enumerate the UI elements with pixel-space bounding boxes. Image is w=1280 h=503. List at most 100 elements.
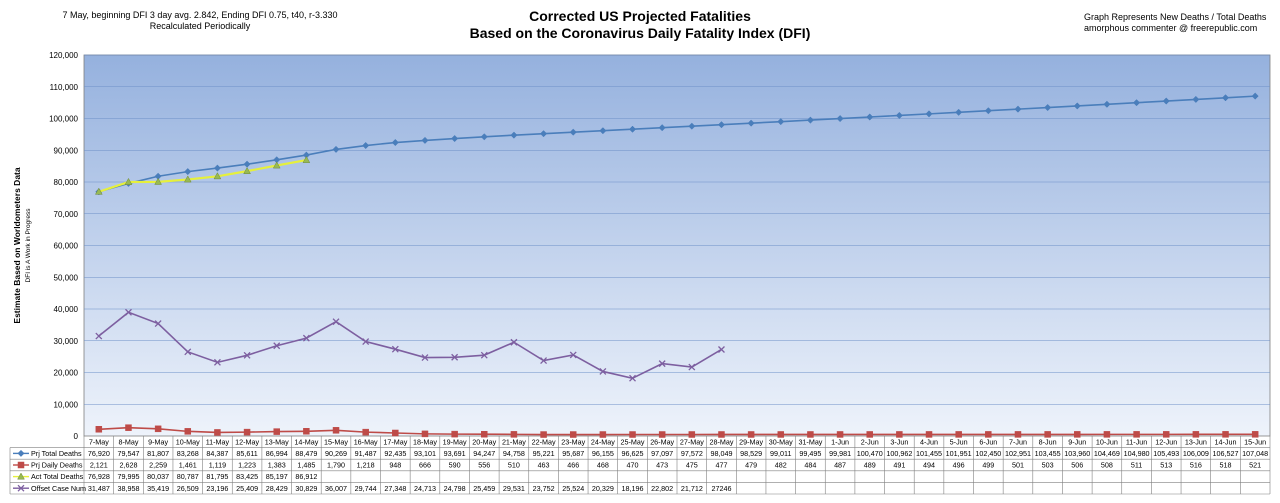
x-tick-label: 19-May bbox=[443, 438, 467, 447]
data-point-prj-daily-deaths bbox=[421, 430, 429, 438]
data-label-offset-case-num: 21,712 bbox=[681, 484, 703, 493]
data-point-prj-total-deaths bbox=[836, 115, 844, 123]
data-point-act-total-deaths bbox=[154, 177, 162, 185]
methodology-note-line1: 7 May, beginning DFI 3 day avg. 2.842, E… bbox=[62, 10, 338, 20]
data-point-prj-daily-deaths bbox=[1103, 431, 1111, 438]
data-point-offset-case-num bbox=[629, 374, 636, 382]
data-label-prj-total-deaths: 103,455 bbox=[1035, 449, 1061, 458]
data-label-prj-daily-deaths: 1,485 bbox=[297, 461, 315, 470]
data-point-prj-total-deaths bbox=[806, 116, 814, 124]
data-point-prj-total-deaths bbox=[1192, 95, 1200, 103]
data-label-offset-case-num: 24,713 bbox=[414, 484, 436, 493]
data-point-prj-daily-deaths bbox=[125, 424, 132, 431]
y-tick-label: 100,000 bbox=[49, 115, 78, 124]
data-point-prj-daily-deaths bbox=[1251, 431, 1259, 438]
data-label-offset-case-num: 26,509 bbox=[177, 484, 199, 493]
x-tick-label: 26-May bbox=[650, 438, 674, 447]
data-label-prj-daily-deaths: 1,223 bbox=[238, 461, 256, 470]
data-point-prj-total-deaths bbox=[569, 128, 577, 136]
data-label-prj-total-deaths: 93,101 bbox=[414, 449, 436, 458]
y-tick-label: 80,000 bbox=[54, 178, 79, 187]
methodology-note-line2: Recalculated Periodically bbox=[149, 21, 251, 31]
legend-entry-prj-daily-deaths: Prj Daily Deaths bbox=[31, 461, 83, 470]
data-label-prj-total-deaths: 99,981 bbox=[829, 449, 851, 458]
x-tick-label: 7-Jun bbox=[1009, 438, 1027, 447]
data-label-prj-daily-deaths: 948 bbox=[389, 461, 401, 470]
data-label-offset-case-num: 28,429 bbox=[266, 484, 288, 493]
data-point-prj-total-deaths bbox=[747, 119, 755, 127]
data-label-prj-total-deaths: 104,980 bbox=[1124, 449, 1150, 458]
x-tick-label: 11-May bbox=[206, 438, 230, 447]
data-label-act-total-deaths: 80,787 bbox=[177, 472, 199, 481]
data-point-offset-case-num bbox=[688, 363, 696, 371]
data-label-prj-daily-deaths: 2,628 bbox=[119, 461, 137, 470]
data-label-prj-total-deaths: 90,269 bbox=[325, 449, 347, 458]
data-point-offset-case-num bbox=[273, 342, 281, 350]
data-label-prj-total-deaths: 100,470 bbox=[857, 449, 883, 458]
data-label-prj-total-deaths: 95,687 bbox=[562, 449, 584, 458]
x-tick-label: 22-May bbox=[532, 438, 556, 447]
data-point-prj-daily-deaths bbox=[332, 427, 340, 434]
data-label-prj-total-deaths: 98,049 bbox=[710, 449, 732, 458]
data-label-prj-total-deaths: 81,807 bbox=[147, 449, 169, 458]
y-tick-label: 60,000 bbox=[54, 242, 79, 251]
x-tick-label: 27-May bbox=[680, 438, 704, 447]
data-label-prj-total-deaths: 83,268 bbox=[177, 449, 199, 458]
data-label-prj-total-deaths: 96,625 bbox=[622, 449, 644, 458]
data-label-act-total-deaths: 85,197 bbox=[266, 472, 288, 481]
data-point-offset-case-num bbox=[599, 367, 607, 375]
data-point-prj-daily-deaths bbox=[955, 431, 962, 438]
data-label-prj-daily-deaths: 491 bbox=[893, 461, 905, 470]
y-tick-label: 110,000 bbox=[50, 83, 79, 92]
x-tick-label: 29-May bbox=[739, 438, 763, 447]
data-point-prj-daily-deaths bbox=[154, 425, 162, 433]
data-label-offset-case-num: 25,409 bbox=[236, 484, 258, 493]
data-label-offset-case-num: 27,348 bbox=[384, 484, 406, 493]
data-point-offset-case-num bbox=[451, 353, 459, 361]
x-tick-label: 13-May bbox=[265, 438, 289, 447]
data-label-prj-total-deaths: 97,097 bbox=[651, 449, 673, 458]
data-point-prj-total-deaths bbox=[925, 110, 933, 118]
y-tick-label: 50,000 bbox=[54, 273, 79, 282]
data-label-prj-daily-deaths: 466 bbox=[567, 461, 579, 470]
data-point-offset-case-num bbox=[421, 354, 429, 361]
data-point-prj-daily-deaths bbox=[303, 428, 310, 435]
data-label-prj-total-deaths: 97,572 bbox=[681, 449, 703, 458]
legend-entry-offset-case-num: Offset Case Num bbox=[31, 484, 86, 493]
data-label-prj-daily-deaths: 475 bbox=[686, 461, 698, 470]
data-label-prj-daily-deaths: 470 bbox=[627, 461, 639, 470]
x-tick-label: 31-May bbox=[798, 438, 822, 447]
x-tick-label: 24-May bbox=[591, 438, 615, 447]
data-label-prj-daily-deaths: 590 bbox=[449, 461, 461, 470]
data-point-prj-daily-deaths bbox=[866, 431, 873, 438]
y-tick-label: 30,000 bbox=[54, 337, 79, 346]
plot-area bbox=[83, 54, 1271, 437]
x-tick-label: 7-May bbox=[89, 438, 109, 447]
data-point-prj-daily-deaths bbox=[362, 428, 369, 436]
y-tick-label: 40,000 bbox=[54, 305, 79, 314]
data-point-prj-total-deaths bbox=[688, 122, 696, 130]
data-label-prj-daily-deaths: 518 bbox=[1220, 461, 1232, 470]
data-point-prj-daily-deaths bbox=[836, 431, 844, 438]
data-point-prj-total-deaths bbox=[213, 164, 221, 172]
legend-entry-prj-total-deaths: Prj Total Deaths bbox=[31, 449, 82, 458]
data-point-prj-daily-deaths bbox=[718, 431, 725, 438]
data-point-offset-case-num bbox=[569, 351, 577, 359]
data-label-prj-total-deaths: 92,435 bbox=[384, 449, 406, 458]
data-point-offset-case-num bbox=[362, 338, 370, 346]
data-label-prj-daily-deaths: 503 bbox=[1042, 461, 1054, 470]
data-point-prj-total-deaths bbox=[480, 133, 488, 141]
data-label-prj-daily-deaths: 482 bbox=[775, 461, 787, 470]
data-point-prj-daily-deaths bbox=[629, 431, 636, 438]
y-tick-label: 70,000 bbox=[54, 210, 79, 219]
series-act-total-deaths bbox=[95, 155, 311, 195]
data-point-prj-total-deaths bbox=[451, 134, 459, 143]
data-label-prj-daily-deaths: 521 bbox=[1249, 461, 1261, 470]
data-point-prj-daily-deaths bbox=[1192, 431, 1200, 438]
data-label-prj-daily-deaths: 501 bbox=[1012, 461, 1024, 470]
data-label-prj-daily-deaths: 479 bbox=[745, 461, 757, 470]
data-point-prj-total-deaths bbox=[717, 121, 726, 129]
data-point-prj-daily-deaths bbox=[1074, 431, 1081, 438]
data-point-offset-case-num bbox=[718, 346, 725, 353]
data-label-prj-daily-deaths: 516 bbox=[1190, 461, 1202, 470]
